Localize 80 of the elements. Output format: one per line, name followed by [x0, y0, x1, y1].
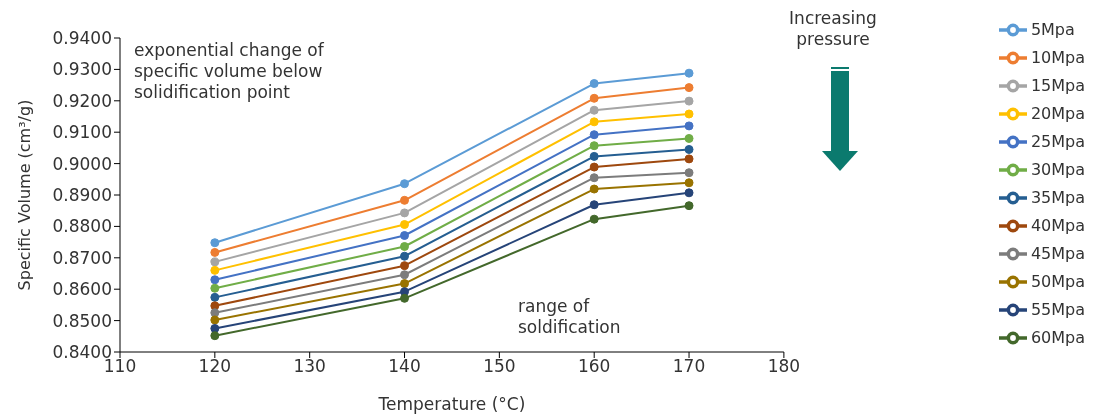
legend-label: 50Mpa: [1030, 271, 1085, 291]
legend-label: 20Mpa: [1030, 103, 1085, 123]
point: [589, 130, 599, 140]
point: [210, 292, 220, 302]
point: [589, 200, 599, 210]
point: [400, 270, 410, 280]
legend-label: 35Mpa: [1030, 187, 1085, 207]
legend-label: 40Mpa: [1030, 215, 1085, 235]
y-tick-label: 0.9300: [52, 59, 112, 80]
legend-label: 15Mpa: [1030, 75, 1085, 95]
x-tick-label: 170: [672, 356, 706, 377]
y-axis-title: Specific Volume (cm³/g): [14, 99, 34, 291]
legend-label: 60Mpa: [1030, 327, 1085, 347]
text: Increasing pressure: [788, 8, 878, 50]
point: [400, 242, 410, 251]
point: [210, 323, 220, 333]
point: [210, 283, 220, 293]
y-tick-label: 0.9400: [52, 28, 112, 49]
x-tick-label: 130: [293, 356, 326, 377]
x-tick-label: 180: [767, 356, 801, 377]
point: [589, 162, 599, 172]
y-tick-label: 0.8700: [52, 247, 112, 268]
x-axis-title: Temperature (°C): [377, 394, 526, 414]
point: [684, 133, 694, 143]
point: [684, 154, 694, 164]
y-tick-label: 0.8600: [52, 279, 112, 300]
y-tick-label: 0.9200: [52, 90, 112, 111]
point: [210, 315, 220, 325]
point: [400, 231, 410, 241]
point: [589, 117, 599, 127]
point: [589, 93, 599, 103]
point: [684, 201, 694, 211]
point: [589, 105, 599, 115]
point: [684, 96, 694, 106]
annotation: range of soldification: [518, 296, 622, 338]
point: [210, 257, 220, 267]
point: [684, 144, 694, 154]
point: [684, 68, 694, 78]
point: [589, 184, 599, 194]
legend-label: 5Mpa: [1030, 19, 1075, 39]
y-tick-label: 0.9000: [52, 153, 112, 174]
point: [684, 83, 694, 93]
point: [684, 188, 694, 198]
legend-label: 10Mpa: [1030, 47, 1085, 67]
point: [400, 220, 410, 230]
point: [589, 214, 599, 224]
point: [210, 247, 220, 257]
point: [400, 261, 410, 271]
x-tick-label: 160: [577, 356, 611, 377]
x-tick-label: 120: [198, 356, 232, 377]
point: [684, 121, 694, 131]
legend-label: 55Mpa: [1030, 299, 1085, 319]
point: [400, 195, 410, 205]
point: [589, 173, 599, 183]
legend-label: 25Mpa: [1030, 131, 1085, 151]
point: [400, 179, 410, 189]
point: [210, 275, 220, 285]
point: [684, 178, 694, 188]
point: [589, 79, 599, 89]
point: [210, 238, 220, 248]
y-tick-label: 0.8800: [52, 216, 112, 237]
point: [400, 251, 410, 261]
point: [589, 141, 599, 151]
point: [210, 331, 220, 341]
point: [400, 208, 410, 218]
legend-label: 30Mpa: [1030, 159, 1085, 179]
point: [210, 265, 220, 275]
y-tick-label: 0.8500: [52, 310, 112, 331]
annotation: exponential change of specific volume below solidification point: [134, 40, 325, 103]
y-tick-label: 0.9100: [52, 122, 112, 143]
x-tick-label: 150: [483, 356, 516, 377]
point: [210, 308, 220, 318]
point: [400, 293, 410, 303]
x-tick-label: 140: [388, 356, 421, 377]
point: [684, 168, 694, 178]
point: [684, 109, 694, 119]
point: [400, 279, 410, 289]
y-tick-label: 0.8900: [52, 185, 112, 206]
point: [589, 151, 599, 161]
legend-label: 45Mpa: [1030, 243, 1085, 263]
